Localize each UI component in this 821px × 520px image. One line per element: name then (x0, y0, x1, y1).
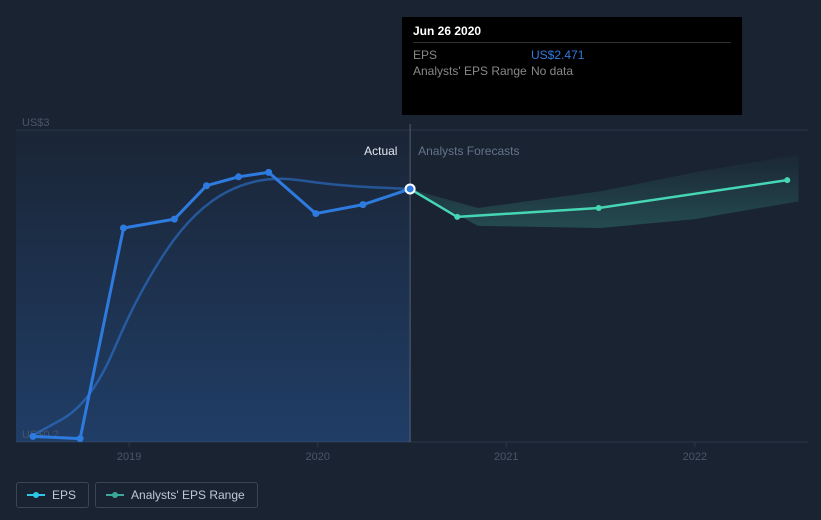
legend-item-range[interactable]: Analysts' EPS Range (95, 482, 258, 508)
tooltip-eps-label: EPS (413, 48, 531, 62)
forecast-label: Analysts Forecasts (418, 144, 519, 158)
legend-swatch-range (106, 491, 124, 499)
tooltip-range-label: Analysts' EPS Range (413, 64, 531, 78)
hover-tooltip: Jun 26 2020 EPS US$2.471 Analysts' EPS R… (402, 17, 742, 115)
legend-label-range: Analysts' EPS Range (131, 488, 245, 502)
legend-swatch-eps (27, 491, 45, 499)
svg-text:2020: 2020 (305, 451, 329, 463)
eps-forecast-chart: 2019202020212022US$0.2US$3 Actual Analys… (0, 0, 821, 520)
svg-text:US$3: US$3 (22, 117, 50, 129)
svg-text:2022: 2022 (683, 451, 707, 463)
tooltip-range-value: No data (531, 64, 573, 78)
tooltip-row-range: Analysts' EPS Range No data (413, 63, 731, 79)
svg-text:2021: 2021 (494, 451, 518, 463)
legend-item-eps[interactable]: EPS (16, 482, 89, 508)
actual-label: Actual (364, 144, 397, 158)
tooltip-eps-value: US$2.471 (531, 48, 584, 62)
legend: EPS Analysts' EPS Range (16, 482, 258, 508)
tooltip-date: Jun 26 2020 (413, 24, 731, 43)
tooltip-row-eps: EPS US$2.471 (413, 47, 731, 63)
svg-text:2019: 2019 (117, 451, 141, 463)
legend-label-eps: EPS (52, 488, 76, 502)
